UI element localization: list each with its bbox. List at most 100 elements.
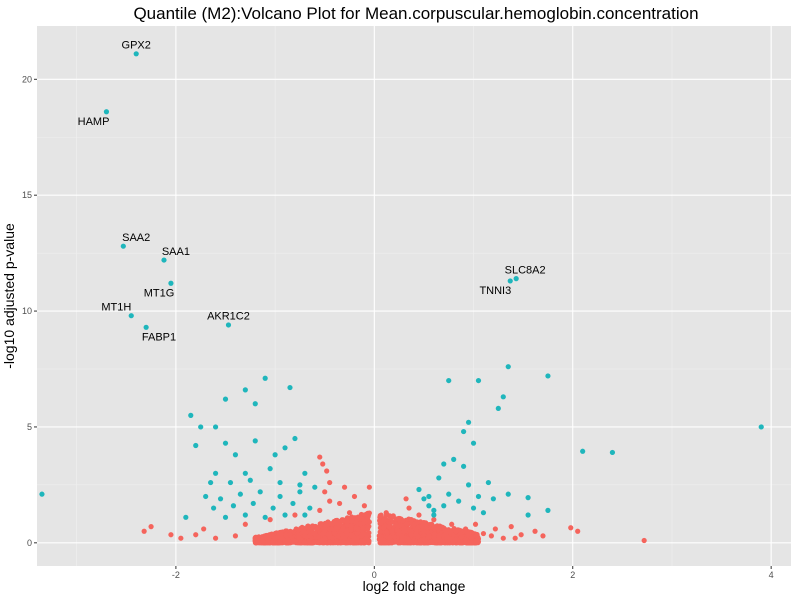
nonsignificant-point — [378, 512, 384, 518]
nonsignificant-point — [403, 527, 409, 533]
significant-point — [297, 482, 303, 488]
nonsignificant-point — [354, 537, 360, 543]
gene-labels: GPX2 HAMP SAA2 SAA1 MT1G MT1H FABP1 AKR1C2 SLC8A… — [78, 40, 546, 344]
nonsignificant-point — [416, 512, 422, 518]
nonsignificant-point — [361, 537, 367, 544]
significant-point — [242, 387, 248, 393]
nonsignificant-point — [306, 538, 312, 545]
nonsignificant-point — [349, 518, 355, 524]
nonsignificant-point — [348, 523, 354, 529]
nonsignificant-point — [488, 533, 494, 539]
labeled-gene-point — [161, 257, 167, 263]
nonsignificant-point — [419, 523, 425, 530]
significant-point — [250, 500, 256, 507]
gene-label-akr1c2: AKR1C2 — [207, 311, 250, 323]
significant-point — [461, 463, 467, 469]
significant-point — [262, 375, 268, 381]
nonsignificant-point — [349, 532, 355, 539]
nonsignificant-point — [396, 528, 402, 534]
nonsignificant-point — [421, 528, 427, 534]
significant-point — [456, 498, 462, 504]
significant-point — [545, 507, 551, 513]
x-axis-ticks: -2 0 2 4 — [172, 566, 774, 580]
significant-point — [230, 503, 237, 509]
nonsignificant-point — [141, 528, 147, 534]
nonsignificant-point — [433, 537, 439, 543]
nonsignificant-point — [387, 513, 393, 519]
significant-point — [609, 449, 616, 456]
significant-point — [421, 496, 427, 502]
x-tick-label: 2 — [570, 570, 575, 580]
gene-label-saa1: SAA1 — [162, 246, 190, 258]
nonsignificant-point — [266, 533, 272, 539]
nonsignificant-point — [276, 540, 283, 546]
significant-point — [212, 470, 219, 476]
gene-label-saa2: SAA2 — [122, 232, 150, 244]
nonsignificant-point — [317, 507, 323, 513]
significant-point — [282, 445, 288, 451]
nonsignificant-point — [474, 532, 480, 538]
nonsignificant-point — [270, 539, 276, 546]
nonsignificant-point — [332, 530, 338, 536]
nonsignificant-point — [272, 535, 278, 541]
significant-point — [227, 479, 234, 486]
labeled-gene-point — [103, 109, 110, 115]
significant-point — [212, 424, 219, 430]
significant-point — [475, 493, 482, 500]
significant-point — [500, 394, 506, 400]
nonsignificant-point — [327, 540, 333, 546]
nonsignificant-point — [396, 523, 403, 529]
nonsignificant-point — [393, 538, 399, 544]
nonsignificant-point — [341, 535, 348, 541]
nonsignificant-point — [320, 461, 326, 467]
significant-point — [183, 514, 189, 520]
x-tick-label: 0 — [372, 570, 377, 580]
significant-point — [426, 503, 432, 509]
significant-point — [441, 461, 447, 467]
nonsignificant-point — [193, 532, 199, 538]
significant-point — [525, 495, 531, 501]
nonsignificant-point — [449, 521, 455, 527]
chart-title: Quantile (M2):Volcano Plot for Mean.corp… — [133, 4, 698, 23]
gene-label-fabp1: FABP1 — [142, 332, 176, 344]
significant-point — [431, 507, 437, 513]
nonsignificant-point — [322, 489, 328, 495]
significant-point — [272, 452, 278, 458]
gene-label-mt1g: MT1G — [144, 288, 175, 300]
significant-point — [451, 456, 457, 462]
significant-point — [290, 500, 296, 507]
labeled-gene-point — [143, 324, 149, 330]
significant-point — [287, 384, 293, 391]
nonsignificant-point — [366, 519, 372, 525]
significant-point — [267, 466, 273, 472]
significant-point — [426, 493, 432, 500]
significant-point — [282, 512, 288, 518]
significant-point — [297, 489, 303, 495]
labeled-gene-point — [225, 322, 232, 328]
labeled-gene-point — [133, 51, 139, 57]
nonsignificant-point — [403, 521, 410, 527]
nonsignificant-point — [365, 514, 371, 520]
nonsignificant-point — [399, 533, 405, 539]
significant-point — [203, 493, 209, 500]
x-axis-title: log2 fold change — [363, 578, 466, 594]
nonsignificant-point — [292, 512, 298, 518]
significant-point — [446, 491, 452, 497]
significant-point — [461, 428, 467, 435]
significant-point — [545, 373, 551, 379]
nonsignificant-point — [459, 534, 465, 540]
nonsignificant-point — [472, 521, 479, 527]
nonsignificant-point — [421, 536, 427, 543]
nonsignificant-point — [492, 526, 498, 532]
nonsignificant-point — [232, 533, 239, 539]
labeled-gene-point — [128, 313, 134, 319]
significant-point — [302, 470, 308, 476]
nonsignificant-point — [322, 535, 328, 541]
significant-point — [441, 503, 447, 509]
nonsignificant-point — [296, 535, 302, 541]
nonsignificant-point — [384, 529, 390, 535]
nonsignificant-point — [406, 538, 413, 544]
significant-point — [470, 505, 477, 511]
nonsignificant-point — [396, 517, 402, 523]
nonsignificant-points — [141, 454, 647, 546]
